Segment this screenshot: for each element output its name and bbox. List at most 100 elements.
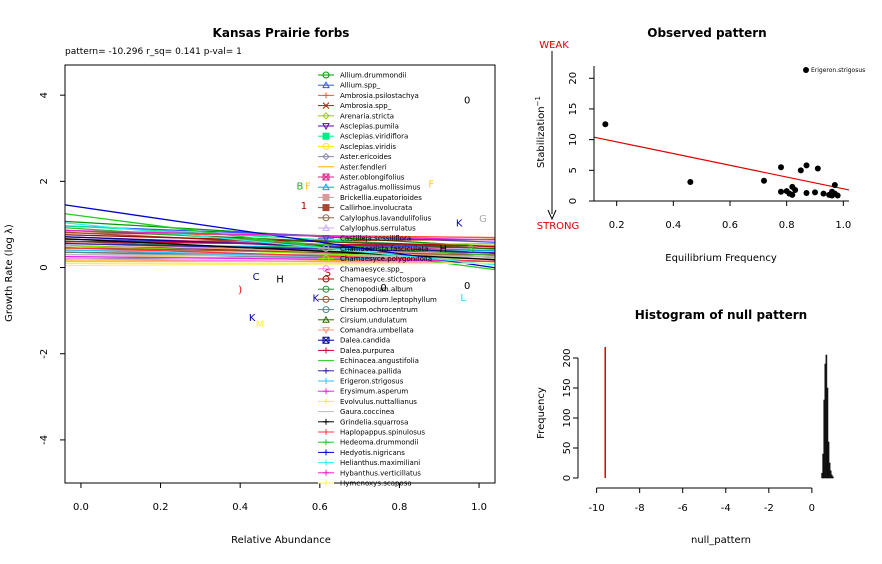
- point-label-8: B: [468, 244, 475, 255]
- histogram-y-tick-label-4: 200: [562, 348, 573, 367]
- observed-y-tick-label-3: 15: [568, 103, 579, 116]
- regression-line-20: [64, 234, 496, 248]
- legend-marker-icon-4: [322, 112, 330, 120]
- legend-marker-icon-30: [323, 378, 329, 384]
- point-label-10: H: [276, 274, 284, 285]
- legend-marker-icon-2: [323, 92, 329, 99]
- scatter-point-18: [831, 182, 838, 189]
- histogram-x-tick-label-2: -6: [678, 503, 688, 514]
- legend-entry-7: Asclepias.viridis: [340, 143, 396, 151]
- legend-marker-icon-20: [322, 275, 330, 283]
- growth-y-tick-label-0: -4: [39, 435, 50, 445]
- observed-x-tick-label-3: 0.8: [779, 220, 795, 231]
- growth-legend: Allium.drummondii Allium.spp_ Ambrosia.psi…: [318, 71, 437, 488]
- strong-label: STRONG: [537, 221, 580, 232]
- point-label-1: B: [296, 182, 303, 193]
- scatter-point-8: [789, 191, 796, 198]
- histogram-x-tick-label-1: -8: [635, 503, 645, 514]
- point-label-16: 0: [380, 283, 386, 294]
- legend-marker-icon-22: [322, 295, 330, 303]
- legend-entry-10: Aster.oblongifolius: [340, 174, 405, 182]
- growth-x-tick-label-4: 0.8: [391, 502, 407, 513]
- histogram-x-axis-label: null_pattern: [691, 535, 751, 546]
- histogram-bar-6: [827, 441, 830, 479]
- histogram-y-axis-label: Frequency: [536, 387, 547, 439]
- histogram-bar-10: [832, 476, 834, 479]
- histogram-y-tick-label-3: 150: [562, 378, 573, 397]
- legend-marker-icon-3: [322, 102, 330, 109]
- growth-y-tick-label-3: 2: [39, 178, 50, 184]
- legend-entry-13: Callirhoe.involucrata: [340, 204, 412, 212]
- legend-entry-35: Haplopappus.spinulosus: [340, 429, 425, 437]
- point-label-3: F: [428, 180, 434, 191]
- growth-plot-frame: [64, 64, 496, 484]
- arrow-head-icon: [547, 209, 557, 221]
- observed-y-tick-label-1: 5: [568, 167, 579, 173]
- legend-marker-icon-18: [322, 255, 330, 263]
- growth-y-tick-label-4: 4: [39, 92, 50, 98]
- observed-x-tick-label-4: 1.0: [835, 220, 851, 231]
- scatter-point-3: [778, 164, 784, 171]
- legend-entry-15: Calylophus.serrulatus: [340, 225, 416, 233]
- legend-entry-40: Hymenoxys.scaposa: [340, 480, 412, 488]
- scatter-point-20: [834, 192, 841, 199]
- scatter-point-2: [761, 177, 767, 184]
- histogram-x-tick-label-4: -2: [764, 503, 774, 514]
- legend-entry-4: Arenaria.stricta: [340, 112, 394, 120]
- histogram-axes: -10 -8 -6 -4 -2 0 0 50 100 150 200: [562, 348, 815, 514]
- histogram-bar-7: [828, 462, 831, 479]
- point-label-5: K: [456, 218, 463, 229]
- legend-entry-30: Erigeron.strigosus: [340, 378, 404, 386]
- legend-marker-icon-35: [323, 429, 329, 435]
- legend-entry-26: Dalea.candida: [340, 337, 390, 345]
- legend-point-icon: [803, 67, 809, 73]
- histogram-x-tick-label-0: -10: [588, 503, 604, 514]
- regression-line-35: [64, 246, 496, 263]
- legend-entry-12: Brickellia.eupatorioides: [340, 194, 422, 202]
- legend-marker-icon-36: [323, 439, 329, 446]
- legend-entry-24: Cirsium.undulatum: [340, 316, 407, 324]
- legend-entry-32: Evolvulus.nuttallianus: [340, 398, 417, 406]
- legend-marker-icon-5: [322, 123, 330, 131]
- legend-marker-icon-32: [323, 398, 329, 405]
- legend-marker-icon-25: [322, 327, 330, 335]
- legend-marker-icon-39: [323, 469, 329, 476]
- legend-entry-19: Chamaesyce.spp_: [340, 265, 404, 273]
- point-label-13: M: [256, 320, 265, 331]
- legend-marker-icon-8: [322, 152, 330, 161]
- growth-rate-panel: Kansas Prairie forbs pattern= -10.296 r_…: [4, 26, 496, 546]
- growth-chart-title: Kansas Prairie forbs: [213, 26, 350, 40]
- legend-entry-14: Calylophus.lavandulifolius: [340, 214, 432, 222]
- weak-label: WEAK: [539, 40, 569, 51]
- growth-y-tick-label-1: -2: [39, 349, 50, 359]
- observed-x-tick-label-2: 0.6: [722, 220, 738, 231]
- growth-x-tick-label-3: 0.6: [312, 502, 328, 513]
- legend-marker-icon-40: [323, 480, 329, 486]
- regression-line-40: [64, 262, 496, 267]
- legend-entry-22: Chenopodium.leptophyllum: [340, 296, 437, 304]
- legend-marker-icon-6: [322, 132, 330, 140]
- trend-line: [593, 136, 850, 191]
- legend-marker-icon-14: [322, 214, 330, 222]
- legend-entry-18: Chamaesyce.polygonifolia: [340, 255, 432, 263]
- scatter-point-12: [803, 190, 810, 197]
- scatter-point-14: [814, 165, 821, 172]
- scatter-point-13: [812, 189, 818, 196]
- histogram-bars: [604, 347, 834, 479]
- point-label-9: C: [253, 272, 260, 283]
- observed-y-axis-text: Stabilization: [536, 106, 547, 168]
- legend-entry-20: Chamaesyce.stictospora: [340, 276, 426, 284]
- growth-y-axis-label: Growth Rate (log λ): [4, 224, 15, 322]
- legend-marker-icon-27: [323, 347, 329, 354]
- legend-marker-icon-29: [323, 367, 329, 374]
- observed-y-tick-label-0: 0: [568, 198, 579, 204]
- legend-entry-21: Chenopodium.album: [340, 286, 413, 294]
- scatter-point-11: [803, 162, 810, 169]
- legend-entry-23: Cirsium.ochrocentrum: [340, 306, 418, 314]
- scatter-point-15: [820, 190, 827, 197]
- observed-scatter: [593, 121, 850, 199]
- legend-entry-34: Grindelia.squarrosa: [340, 418, 408, 426]
- point-label-4: 1: [301, 201, 307, 212]
